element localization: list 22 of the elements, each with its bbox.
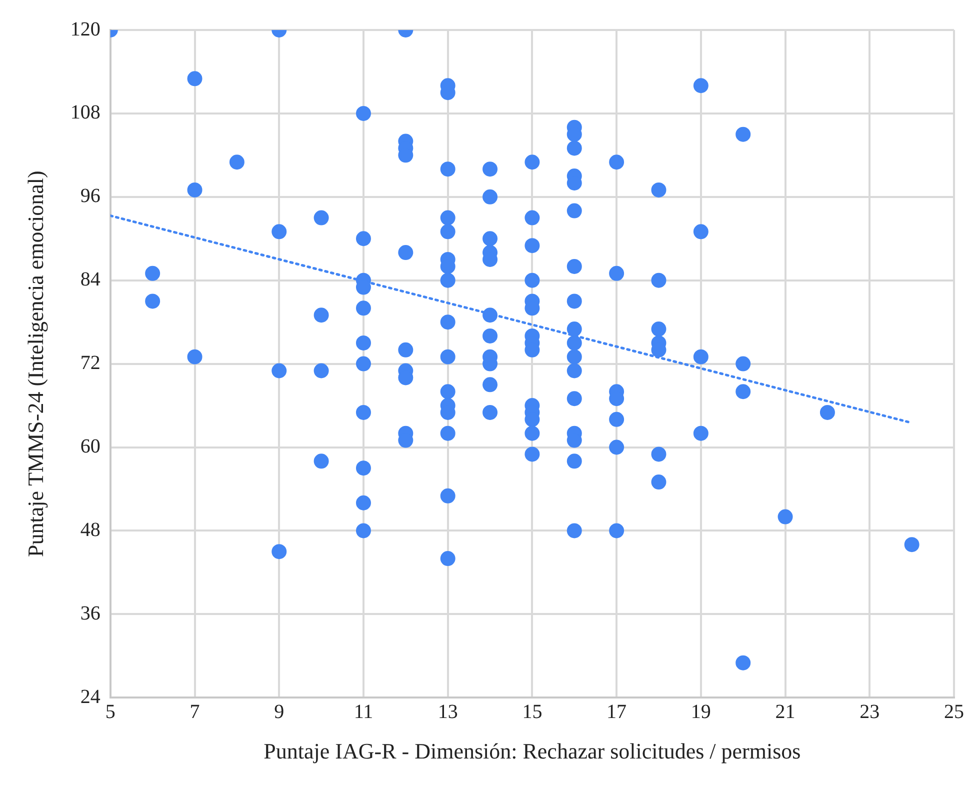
x-tick-label: 23: [860, 700, 880, 723]
y-tick-label: 72: [80, 352, 100, 374]
x-tick-label: 7: [190, 700, 200, 723]
y-tick-label: 120: [70, 18, 100, 40]
x-tick-label: 19: [690, 700, 711, 723]
y-axis-title: Puntaje TMMS-24 (Inteligencia emocional): [22, 170, 48, 557]
x-tick-label: 9: [274, 700, 284, 723]
y-tick-label: 60: [80, 436, 100, 458]
y-tick-label: 96: [80, 185, 100, 208]
x-tick-label: 5: [105, 700, 116, 723]
y-tick-label: 84: [80, 268, 100, 291]
x-tick-label: 17: [606, 700, 627, 723]
x-tick-label: 13: [438, 700, 458, 723]
x-tick-label: 21: [775, 700, 796, 723]
y-tick-label: 108: [70, 102, 100, 124]
x-tick-label: 15: [522, 700, 542, 723]
y-tick-label: 48: [80, 518, 100, 541]
y-tick-label: 24: [80, 686, 100, 708]
x-tick-label: 25: [944, 700, 964, 723]
x-axis-title: Puntaje IAG-R - Dimensión: Rechazar solicitudes / permisos: [264, 738, 801, 764]
x-tick-label: 11: [354, 700, 374, 723]
y-tick-label: 36: [80, 602, 100, 624]
